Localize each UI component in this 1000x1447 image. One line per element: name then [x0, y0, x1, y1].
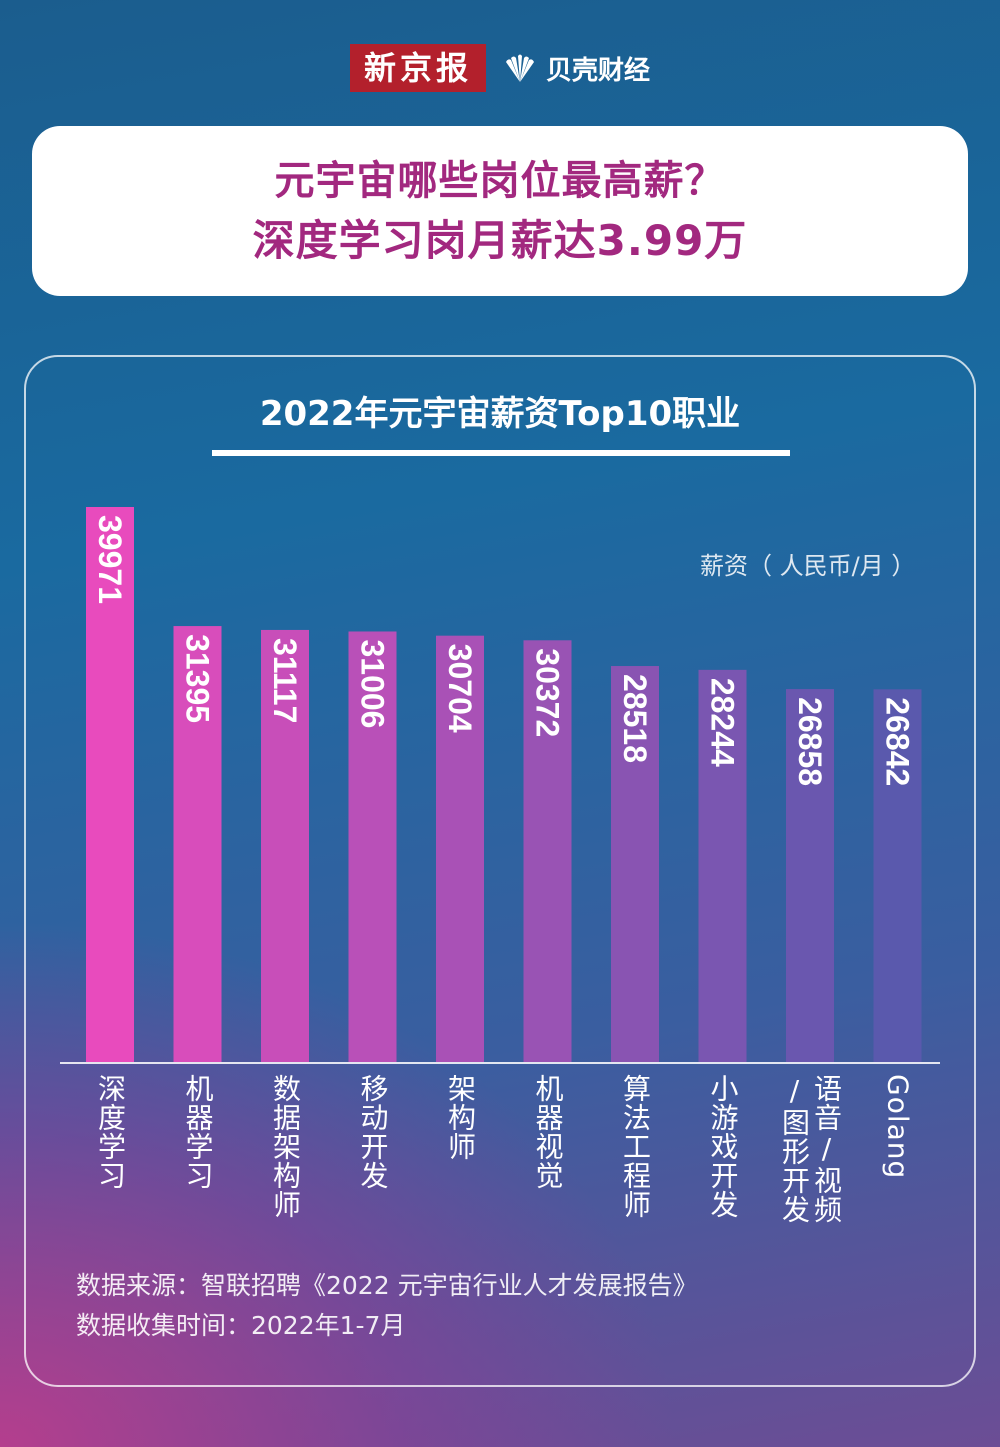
bar-7 [611, 666, 659, 1062]
title-underline [212, 450, 790, 456]
bar-3 [261, 629, 309, 1062]
data-label-2: 31395 [180, 634, 216, 723]
source-note: 数据来源：智联招聘《2022 元宇宙行业人才发展报告》 数据收集时间：2022年… [76, 1266, 698, 1346]
category-label-line: 架构师 [444, 1074, 477, 1161]
category-label-line: Golang [881, 1074, 915, 1180]
shell-icon [506, 54, 534, 82]
header: 新京报 贝壳财经 [0, 44, 1000, 92]
data-label-10: 26842 [880, 697, 916, 786]
bar-4 [348, 631, 397, 1062]
category-label-line: 机器学习 [181, 1074, 215, 1190]
category-label-2: 机器学习 [181, 1074, 215, 1190]
category-label-6: 机器视觉 [531, 1074, 565, 1190]
bar-9 [786, 689, 834, 1062]
data-label-7: 28518 [617, 674, 653, 763]
bar-5 [436, 635, 484, 1062]
data-label-5: 30704 [442, 644, 478, 733]
category-label-5: 架构师 [444, 1074, 477, 1161]
partner-logo: 贝壳财经 [500, 48, 650, 88]
category-label-line: /图形开发 [778, 1074, 811, 1224]
category-label-9: 语音/视频/图形开发 [778, 1074, 843, 1224]
headline-line1: 元宇宙哪些岗位最高薪？ [274, 158, 726, 204]
data-label-8: 28244 [705, 678, 741, 767]
y-unit-label: 薪资（ 人民币/月 ） [700, 552, 916, 580]
category-label-8: 小游戏开发 [706, 1074, 740, 1219]
category-label-line: 算法工程师 [619, 1074, 652, 1219]
category-label-line: 数据架构师 [269, 1074, 302, 1219]
chart-frame [24, 355, 976, 1387]
data-label-1: 39971 [92, 515, 128, 604]
category-label-4: 移动开发 [356, 1074, 390, 1190]
data-label-9: 26858 [792, 697, 828, 786]
bar-6 [523, 640, 572, 1062]
bar-8 [698, 669, 747, 1062]
category-label-line: 深度学习 [94, 1074, 127, 1190]
category-label-10: Golang [881, 1074, 915, 1180]
bar-1 [86, 507, 134, 1062]
headline-card: 元宇宙哪些岗位最高薪？ 深度学习岗月薪达3.99万 [32, 126, 968, 296]
category-label-1: 深度学习 [94, 1074, 127, 1190]
source-line: 数据来源：智联招聘《2022 元宇宙行业人才发展报告》 [76, 1271, 698, 1300]
brand-logo: 新京报 [349, 44, 486, 92]
collection-time-line: 数据收集时间：2022年1-7月 [76, 1311, 406, 1340]
data-label-4: 31006 [355, 639, 391, 728]
category-label-line: 机器视觉 [531, 1074, 565, 1190]
category-label-line: 语音/视频 [810, 1074, 843, 1224]
bar-2 [173, 626, 222, 1062]
category-label-7: 算法工程师 [619, 1074, 652, 1219]
category-label-line: 小游戏开发 [706, 1074, 740, 1219]
data-label-3: 31117 [267, 638, 303, 723]
headline-line2: 深度学习岗月薪达3.99万 [252, 216, 748, 265]
bar-10 [873, 689, 922, 1062]
data-label-6: 30372 [530, 648, 566, 737]
category-label-line: 移动开发 [356, 1074, 390, 1190]
partner-name: 贝壳财经 [546, 55, 651, 86]
category-label-3: 数据架构师 [269, 1074, 302, 1219]
chart-title: 2022年元宇宙薪资Top10职业 [259, 394, 741, 434]
